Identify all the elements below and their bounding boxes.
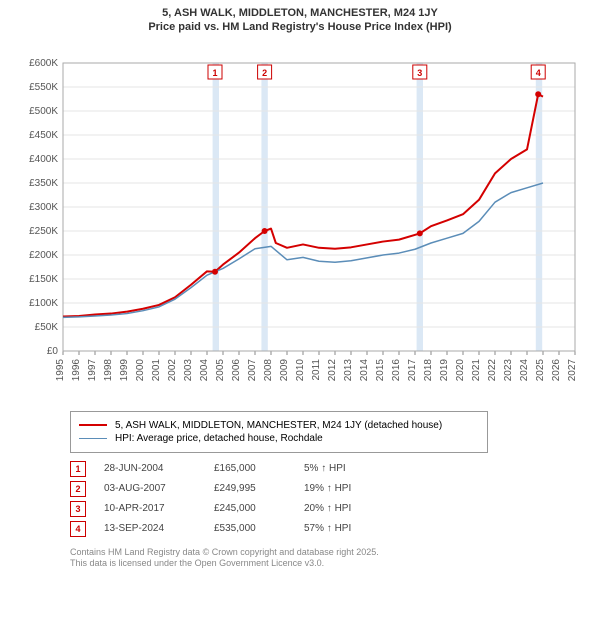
sale-price-4: £535,000	[214, 523, 304, 534]
svg-text:2018: 2018	[423, 358, 434, 381]
sale-marker-2: 2	[70, 481, 86, 497]
svg-text:2013: 2013	[343, 358, 354, 381]
legend-label-0: 5, ASH WALK, MIDDLETON, MANCHESTER, M24 …	[115, 420, 442, 431]
legend-row-0: 5, ASH WALK, MIDDLETON, MANCHESTER, M24 …	[79, 420, 479, 431]
svg-text:2027: 2027	[567, 358, 578, 381]
svg-text:2021: 2021	[471, 358, 482, 381]
sale-date-4: 13-SEP-2024	[104, 523, 214, 534]
sale-date-3: 10-APR-2017	[104, 503, 214, 514]
svg-text:2006: 2006	[231, 358, 242, 381]
svg-text:1998: 1998	[103, 358, 114, 381]
svg-text:2016: 2016	[391, 358, 402, 381]
title-line-1: 5, ASH WALK, MIDDLETON, MANCHESTER, M24 …	[10, 6, 590, 20]
svg-text:2002: 2002	[167, 358, 178, 381]
svg-text:£450K: £450K	[29, 130, 58, 141]
svg-text:3: 3	[417, 68, 422, 78]
price-chart: £0 £50K £100K £150K £200K £250K £300K £350K £400…	[15, 41, 585, 401]
svg-text:1997: 1997	[87, 358, 98, 381]
footer-line-1: Contains HM Land Registry data © Crown c…	[70, 547, 590, 559]
svg-text:2010: 2010	[295, 358, 306, 381]
svg-text:2015: 2015	[375, 358, 386, 381]
svg-text:2020: 2020	[455, 358, 466, 381]
svg-text:2022: 2022	[487, 358, 498, 381]
svg-text:£550K: £550K	[29, 82, 58, 93]
sale-price-3: £245,000	[214, 503, 304, 514]
svg-text:£500K: £500K	[29, 106, 58, 117]
sales-table: 1 28-JUN-2004 £165,000 5% ↑ HPI 2 03-AUG…	[70, 461, 590, 537]
svg-text:2024: 2024	[519, 358, 530, 381]
svg-text:£0: £0	[47, 346, 59, 357]
sale-row-1: 1 28-JUN-2004 £165,000 5% ↑ HPI	[70, 461, 590, 477]
svg-text:2004: 2004	[199, 358, 210, 381]
sale-price-2: £249,995	[214, 483, 304, 494]
footer-line-2: This data is licensed under the Open Gov…	[70, 558, 590, 570]
svg-text:2017: 2017	[407, 358, 418, 381]
sale-row-2: 2 03-AUG-2007 £249,995 19% ↑ HPI	[70, 481, 590, 497]
svg-text:2012: 2012	[327, 358, 338, 381]
svg-text:2023: 2023	[503, 358, 514, 381]
chart-title: 5, ASH WALK, MIDDLETON, MANCHESTER, M24 …	[10, 6, 590, 35]
svg-text:£400K: £400K	[29, 154, 58, 165]
sale-price-1: £165,000	[214, 463, 304, 474]
svg-text:2: 2	[262, 68, 267, 78]
title-line-2: Price paid vs. HM Land Registry's House …	[10, 20, 590, 34]
legend-row-1: HPI: Average price, detached house, Roch…	[79, 433, 479, 444]
svg-text:2003: 2003	[183, 358, 194, 381]
legend-swatch-1	[79, 438, 107, 439]
legend-label-1: HPI: Average price, detached house, Roch…	[115, 433, 323, 444]
footer: Contains HM Land Registry data © Crown c…	[70, 547, 590, 570]
svg-text:£50K: £50K	[35, 322, 59, 333]
svg-text:4: 4	[536, 68, 541, 78]
sale-marker-4: 4	[70, 521, 86, 537]
svg-text:1996: 1996	[71, 358, 82, 381]
svg-text:1999: 1999	[119, 358, 130, 381]
svg-text:£350K: £350K	[29, 178, 58, 189]
svg-text:£300K: £300K	[29, 202, 58, 213]
svg-text:1995: 1995	[55, 358, 66, 381]
svg-text:1: 1	[212, 68, 217, 78]
svg-text:2000: 2000	[135, 358, 146, 381]
sale-marker-3: 3	[70, 501, 86, 517]
svg-text:£600K: £600K	[29, 58, 58, 69]
sale-date-1: 28-JUN-2004	[104, 463, 214, 474]
sale-marker-1: 1	[70, 461, 86, 477]
svg-text:2019: 2019	[439, 358, 450, 381]
svg-text:£100K: £100K	[29, 298, 58, 309]
svg-text:2011: 2011	[311, 358, 322, 380]
svg-text:£150K: £150K	[29, 274, 58, 285]
sale-hpi-3: 20% ↑ HPI	[304, 503, 414, 514]
sale-hpi-2: 19% ↑ HPI	[304, 483, 414, 494]
sale-row-3: 3 10-APR-2017 £245,000 20% ↑ HPI	[70, 501, 590, 517]
svg-text:2009: 2009	[279, 358, 290, 381]
legend-swatch-0	[79, 424, 107, 426]
svg-text:£200K: £200K	[29, 250, 58, 261]
sale-row-4: 4 13-SEP-2024 £535,000 57% ↑ HPI	[70, 521, 590, 537]
sale-hpi-4: 57% ↑ HPI	[304, 523, 414, 534]
svg-text:2007: 2007	[247, 358, 258, 381]
sale-date-2: 03-AUG-2007	[104, 483, 214, 494]
svg-text:2026: 2026	[551, 358, 562, 381]
svg-text:2025: 2025	[535, 358, 546, 381]
svg-text:2005: 2005	[215, 358, 226, 381]
svg-text:2008: 2008	[263, 358, 274, 381]
sale-hpi-1: 5% ↑ HPI	[304, 463, 414, 474]
svg-text:£250K: £250K	[29, 226, 58, 237]
legend: 5, ASH WALK, MIDDLETON, MANCHESTER, M24 …	[70, 411, 488, 453]
svg-text:2014: 2014	[359, 358, 370, 381]
svg-text:2001: 2001	[151, 358, 162, 381]
